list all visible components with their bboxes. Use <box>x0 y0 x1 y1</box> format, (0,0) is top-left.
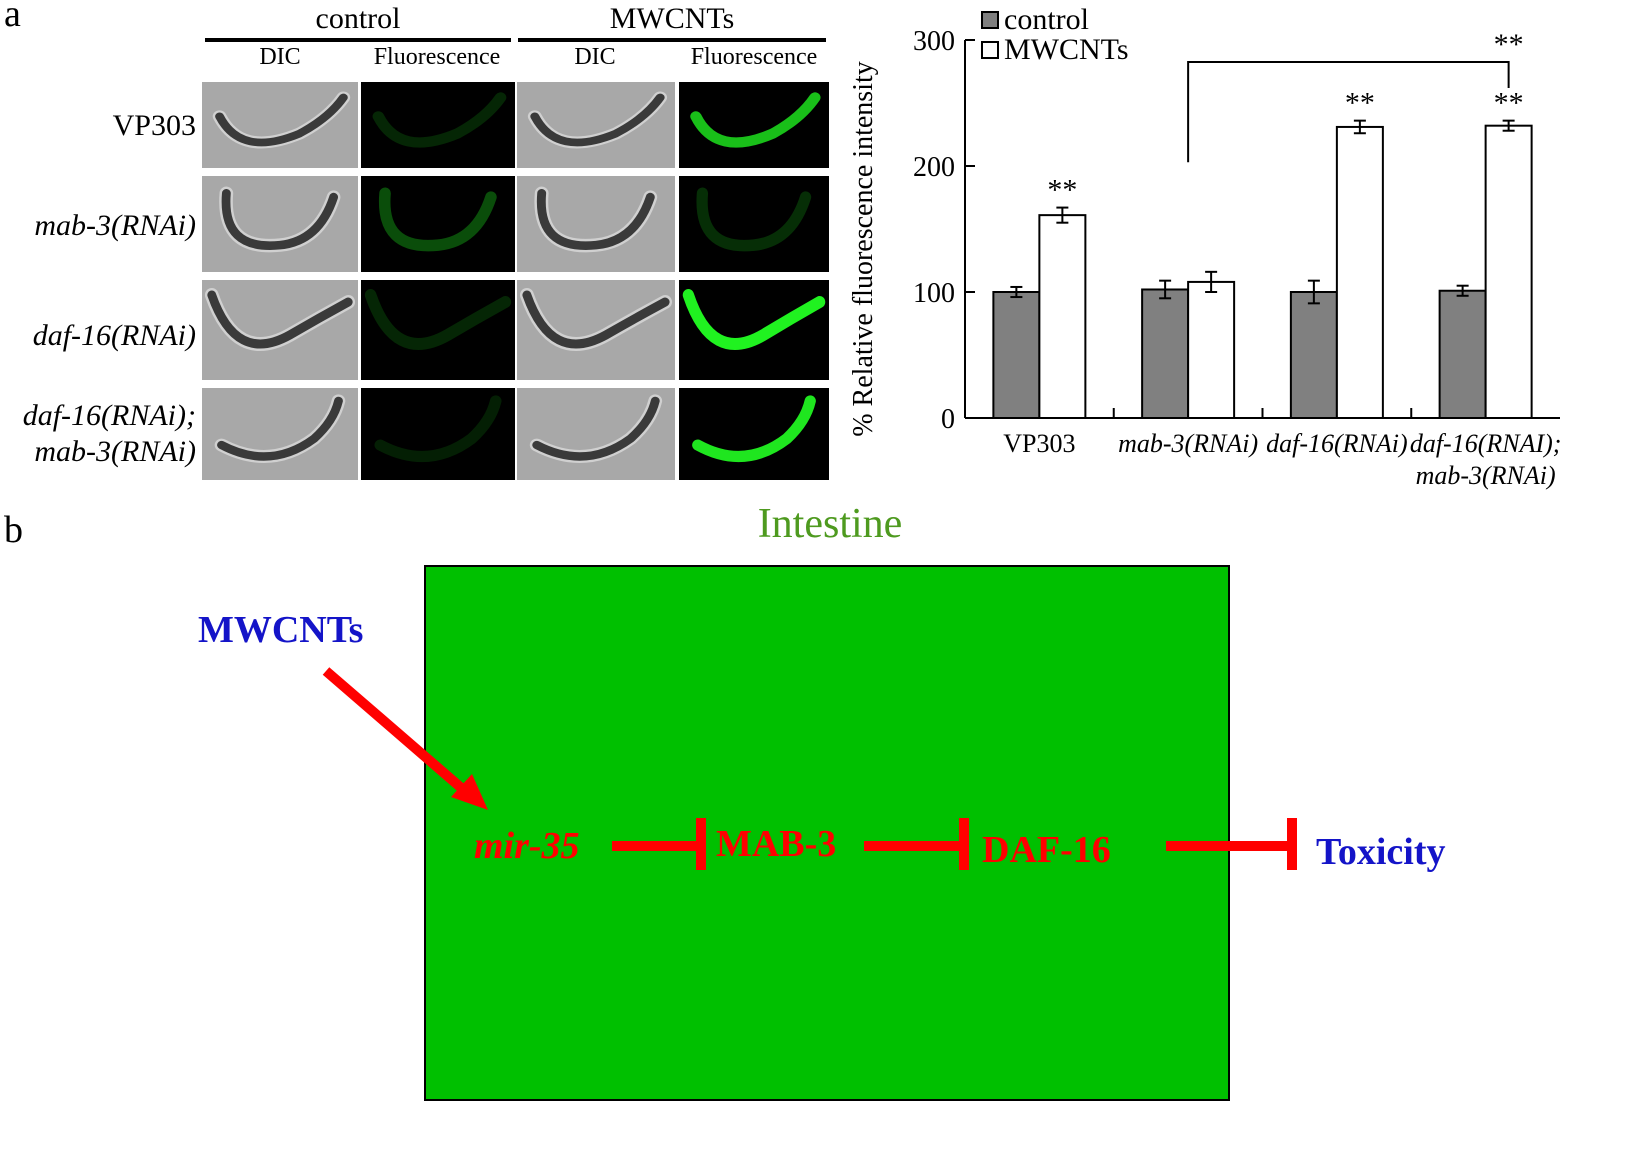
intestine-box <box>424 565 1230 1101</box>
micrograph-mwcnts-fluorescence-row3 <box>679 280 829 380</box>
significance-label: ** <box>1494 87 1524 120</box>
bar-mwcnts-2 <box>1187 280 1236 420</box>
y-tick-label: 100 <box>913 278 955 309</box>
group-rule-mwcnts <box>518 38 826 42</box>
micrograph-mwcnts-dic-row1 <box>517 82 675 168</box>
micrograph-control-dic-row3 <box>202 280 358 380</box>
significance-label: ** <box>1047 174 1077 207</box>
micrograph-control-fluorescence-row1 <box>361 82 515 168</box>
row-label-mab3: mab-3(RNAi) <box>0 208 196 244</box>
row-label-line: VP303 <box>112 109 196 142</box>
x-tick-label: mab-3(RNAi) <box>1416 461 1556 490</box>
group-header-mwcnts: MWCNTs <box>609 2 735 35</box>
micrograph-mwcnts-dic-row3 <box>517 280 675 380</box>
y-tick-label: 0 <box>941 404 955 435</box>
column-header-mwcnts-fluorescence: Fluorescence <box>690 44 818 70</box>
fluorescence-bar-chart: 0 100 200 300 % Relative fluorescence intens… <box>848 3 1562 490</box>
row-label-line: mab-3(RNAi) <box>34 435 196 468</box>
column-header-control-fluorescence: Fluorescence <box>373 44 501 70</box>
arrow-mwcnts-to-mir35 <box>322 667 470 796</box>
legend-swatch-control <box>981 11 999 29</box>
node-mwcnts: MWCNTs <box>198 609 364 651</box>
micrograph-mwcnts-fluorescence-row2 <box>679 176 829 272</box>
x-tick-label: VP303 <box>1003 429 1075 458</box>
row-label-vp303: VP303 <box>0 108 196 144</box>
row-label-line: daf-16(RNAi); <box>22 399 196 432</box>
row-label-daf16: daf-16(RNAi) <box>0 318 196 354</box>
micrograph-control-fluorescence-row3 <box>361 280 515 380</box>
bracket-significance-label: ** <box>1494 28 1524 61</box>
group-header-control: control <box>315 2 401 35</box>
row-label-line: daf-16(RNAi) <box>32 319 196 352</box>
column-header-control-dic: DIC <box>259 44 301 70</box>
micrograph-mwcnts-fluorescence-row4 <box>679 388 829 480</box>
panel-b-letter: b <box>4 509 23 551</box>
node-daf16: DAF-16 <box>982 829 1111 871</box>
y-tick-label: 300 <box>913 26 955 57</box>
bar-mwcnts-1 <box>1038 214 1087 419</box>
y-tick-label: 200 <box>913 152 955 183</box>
x-tick-label: daf-16(RNAi) <box>1266 429 1408 458</box>
legend-label-mwcnts: MWCNTs <box>1004 33 1129 66</box>
micrograph-mwcnts-dic-row4 <box>517 388 675 480</box>
panel-a-letter: a <box>4 0 21 35</box>
x-tick-label: daf-16(RNAI); <box>1410 429 1562 458</box>
arrow-head-icon <box>451 774 488 810</box>
bar-control-2 <box>1141 288 1190 420</box>
micrograph-mwcnts-dic-row2 <box>517 176 675 272</box>
node-mir35: mir-35 <box>474 825 580 867</box>
bar-mwcnts-4 <box>1484 124 1533 420</box>
group-rule-control <box>205 38 511 42</box>
legend-swatch-mwcnts <box>981 41 999 59</box>
x-tick-label: mab-3(RNAi) <box>1118 429 1258 458</box>
micrograph-mwcnts-fluorescence-row1 <box>679 82 829 168</box>
legend-label-control: control <box>1004 3 1089 36</box>
node-mab3: MAB-3 <box>716 823 837 865</box>
node-toxicity: Toxicity <box>1316 831 1446 873</box>
column-header-mwcnts-dic: DIC <box>574 44 616 70</box>
micrograph-control-dic-row4 <box>202 388 358 480</box>
micrograph-control-dic-row2 <box>202 176 358 272</box>
row-label-line: mab-3(RNAi) <box>34 209 196 242</box>
micrograph-control-fluorescence-row2 <box>361 176 515 272</box>
y-axis-label: % Relative fluorescence intensity <box>848 61 879 437</box>
significance-label: ** <box>1345 87 1375 120</box>
intestine-title: Intestine <box>757 501 903 547</box>
micrograph-control-fluorescence-row4 <box>361 388 515 480</box>
row-label-daf16-mab3: daf-16(RNAi); mab-3(RNAi) <box>0 398 196 470</box>
micrograph-control-dic-row1 <box>202 82 358 168</box>
significance-bracket <box>1187 61 1510 163</box>
